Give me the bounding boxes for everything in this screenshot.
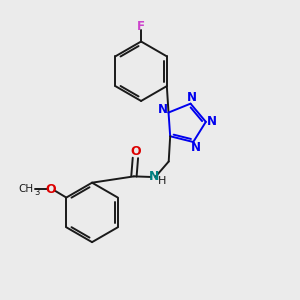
Text: N: N xyxy=(190,141,201,154)
Text: N: N xyxy=(207,115,217,128)
Text: H: H xyxy=(158,176,166,186)
Text: N: N xyxy=(187,91,197,104)
Text: 3: 3 xyxy=(34,188,39,197)
Text: O: O xyxy=(46,183,56,196)
Text: N: N xyxy=(158,103,168,116)
Text: CH: CH xyxy=(19,184,34,194)
Text: F: F xyxy=(137,20,145,33)
Text: N: N xyxy=(149,170,159,183)
Text: O: O xyxy=(130,145,141,158)
